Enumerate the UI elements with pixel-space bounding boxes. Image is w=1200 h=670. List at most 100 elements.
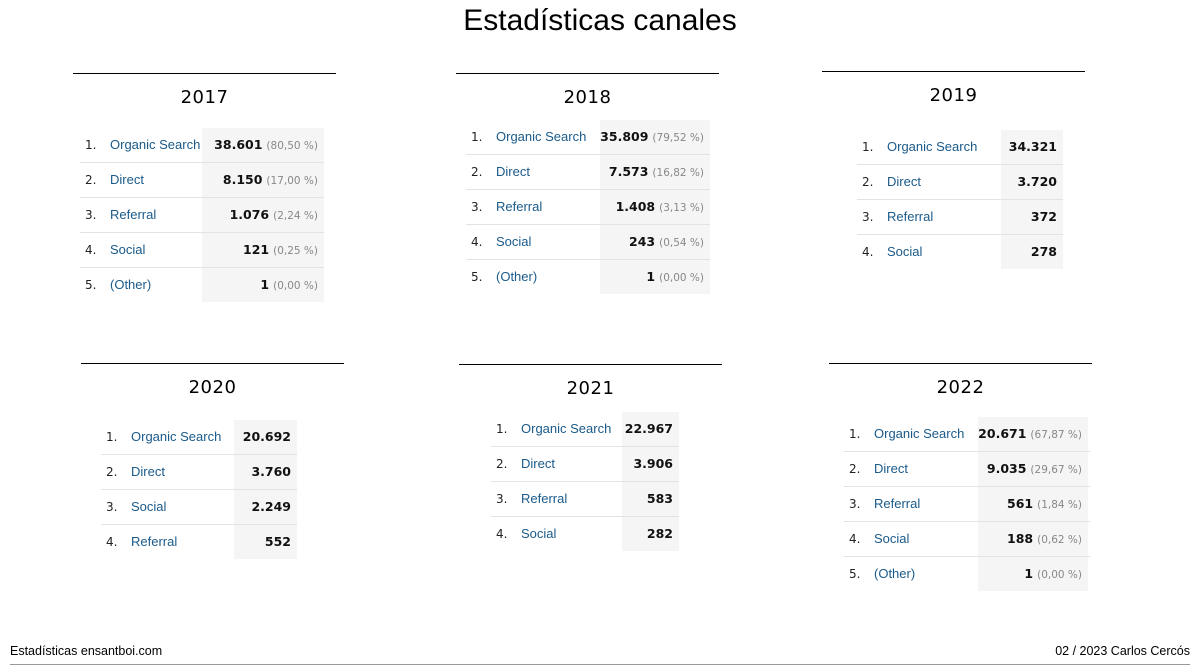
year-divider [456, 73, 719, 74]
value-cell: 3.720 [1001, 165, 1063, 199]
year-heading: 2022 [936, 377, 985, 398]
value-cell: 282 [622, 517, 679, 551]
value-cell: 3.760 [234, 455, 297, 489]
table-row: 2. Direct 7.573 (16,82 %) [466, 155, 710, 190]
channel-table-2020: 1. Organic Search 20.692 2. Direct 3.760 3. Soc… [101, 420, 297, 560]
sessions-value: 7.573 [608, 164, 649, 179]
sessions-value: 38.601 [214, 137, 263, 152]
channel-link[interactable]: Social [874, 531, 910, 546]
percentage-value: (0,00 %) [1037, 569, 1082, 581]
row-rank: 3. [849, 497, 861, 511]
channel-link[interactable]: Social [496, 234, 532, 249]
channel-link[interactable]: (Other) [110, 277, 152, 292]
table-row: 4. Social 188 (0,62 %) [844, 522, 1090, 557]
year-divider [81, 363, 344, 364]
table-row: 2. Direct 3.760 [101, 455, 297, 490]
sessions-value: 188 [1007, 531, 1034, 546]
channel-link[interactable]: Organic Search [131, 429, 222, 444]
table-row: 1. Organic Search 34.321 [857, 130, 1063, 165]
value-cell: 9.035 (29,67 %) [978, 452, 1088, 486]
value-cell: 8.150 (17,00 %) [202, 163, 324, 197]
channel-link[interactable]: Organic Search [874, 426, 965, 441]
percentage-value: (67,87 %) [1030, 429, 1082, 441]
table-row: 5. (Other) 1 (0,00 %) [466, 260, 710, 295]
channel-link[interactable]: Social [521, 526, 557, 541]
channel-link[interactable]: Referral [887, 209, 934, 224]
year-heading: 2020 [188, 377, 237, 398]
row-rank: 3. [862, 210, 874, 224]
channel-link[interactable]: Social [131, 499, 167, 514]
table-row: 1. Organic Search 20.671 (67,87 %) [844, 417, 1090, 452]
row-rank: 3. [85, 208, 97, 222]
channel-link[interactable]: Referral [874, 496, 921, 511]
year-heading: 2021 [566, 378, 615, 399]
value-cell: 1.076 (2,24 %) [202, 198, 324, 232]
footer-site: Estadísticas ensantboi.com [10, 644, 163, 658]
sessions-value: 3.760 [251, 464, 291, 479]
channel-link[interactable]: Direct [521, 456, 555, 471]
percentage-value: (79,52 %) [652, 132, 704, 144]
panel-2021: 2021 [459, 364, 722, 399]
channel-link[interactable]: Organic Search [110, 137, 201, 152]
channel-link[interactable]: Direct [887, 174, 921, 189]
table-row: 4. Social 121 (0,25 %) [80, 233, 324, 268]
value-cell: 3.906 [622, 447, 679, 481]
channel-link[interactable]: Referral [496, 199, 543, 214]
value-cell: 2.249 [234, 490, 297, 524]
channel-link[interactable]: Social [887, 244, 923, 259]
row-rank: 2. [85, 173, 97, 187]
channel-link[interactable]: (Other) [874, 566, 916, 581]
percentage-value: (0,62 %) [1037, 534, 1082, 546]
channel-link[interactable]: Direct [131, 464, 165, 479]
panel-2017: 2017 [73, 73, 336, 108]
year-heading: 2019 [929, 85, 978, 106]
sessions-value: 121 [243, 242, 270, 257]
row-rank: 5. [849, 567, 861, 581]
sessions-value: 3.906 [633, 456, 673, 471]
channel-link[interactable]: Referral [131, 534, 178, 549]
table-row: 3. Social 2.249 [101, 490, 297, 525]
row-rank: 1. [85, 138, 97, 152]
value-cell: 243 (0,54 %) [600, 225, 710, 259]
channel-link[interactable]: (Other) [496, 269, 538, 284]
value-cell: 561 (1,84 %) [978, 487, 1088, 521]
year-heading: 2017 [180, 87, 229, 108]
sessions-value: 583 [646, 491, 673, 506]
value-cell: 35.809 (79,52 %) [600, 120, 710, 154]
channel-link[interactable]: Direct [496, 164, 530, 179]
channel-link[interactable]: Social [110, 242, 146, 257]
channel-link[interactable]: Referral [521, 491, 568, 506]
value-cell: 38.601 (80,50 %) [202, 128, 324, 162]
percentage-value: (0,54 %) [659, 237, 704, 249]
row-rank: 4. [85, 243, 97, 257]
value-cell: 188 (0,62 %) [978, 522, 1088, 556]
row-rank: 4. [496, 527, 508, 541]
percentage-value: (0,00 %) [273, 280, 318, 292]
page-title: Estadísticas canales [463, 4, 737, 37]
channel-link[interactable]: Organic Search [521, 421, 612, 436]
table-row: 4. Social 243 (0,54 %) [466, 225, 710, 260]
table-row: 2. Direct 3.906 [491, 447, 679, 482]
year-divider [73, 73, 336, 74]
value-cell: 1 (0,00 %) [202, 268, 324, 302]
channel-link[interactable]: Direct [110, 172, 144, 187]
table-row: 2. Direct 3.720 [857, 165, 1063, 200]
table-row: 5. (Other) 1 (0,00 %) [80, 268, 324, 303]
row-rank: 1. [106, 430, 118, 444]
channel-table-2017: 1. Organic Search 38.601 (80,50 %) 2. Direct 8… [80, 128, 324, 303]
channel-link[interactable]: Direct [874, 461, 908, 476]
row-rank: 2. [471, 165, 483, 179]
table-row: 1. Organic Search 35.809 (79,52 %) [466, 120, 710, 155]
row-rank: 1. [862, 140, 874, 154]
year-divider [822, 71, 1085, 72]
channel-link[interactable]: Organic Search [496, 129, 587, 144]
channel-link[interactable]: Referral [110, 207, 157, 222]
channel-table-2021: 1. Organic Search 22.967 2. Direct 3.906 3. Ref… [491, 412, 679, 552]
row-rank: 4. [471, 235, 483, 249]
sessions-value: 1.076 [229, 207, 270, 222]
year-heading: 2018 [563, 87, 612, 108]
channel-table-2022: 1. Organic Search 20.671 (67,87 %) 2. Direct 9… [844, 417, 1090, 592]
sessions-value: 35.809 [600, 129, 649, 144]
channel-link[interactable]: Organic Search [887, 139, 978, 154]
row-rank: 3. [471, 200, 483, 214]
